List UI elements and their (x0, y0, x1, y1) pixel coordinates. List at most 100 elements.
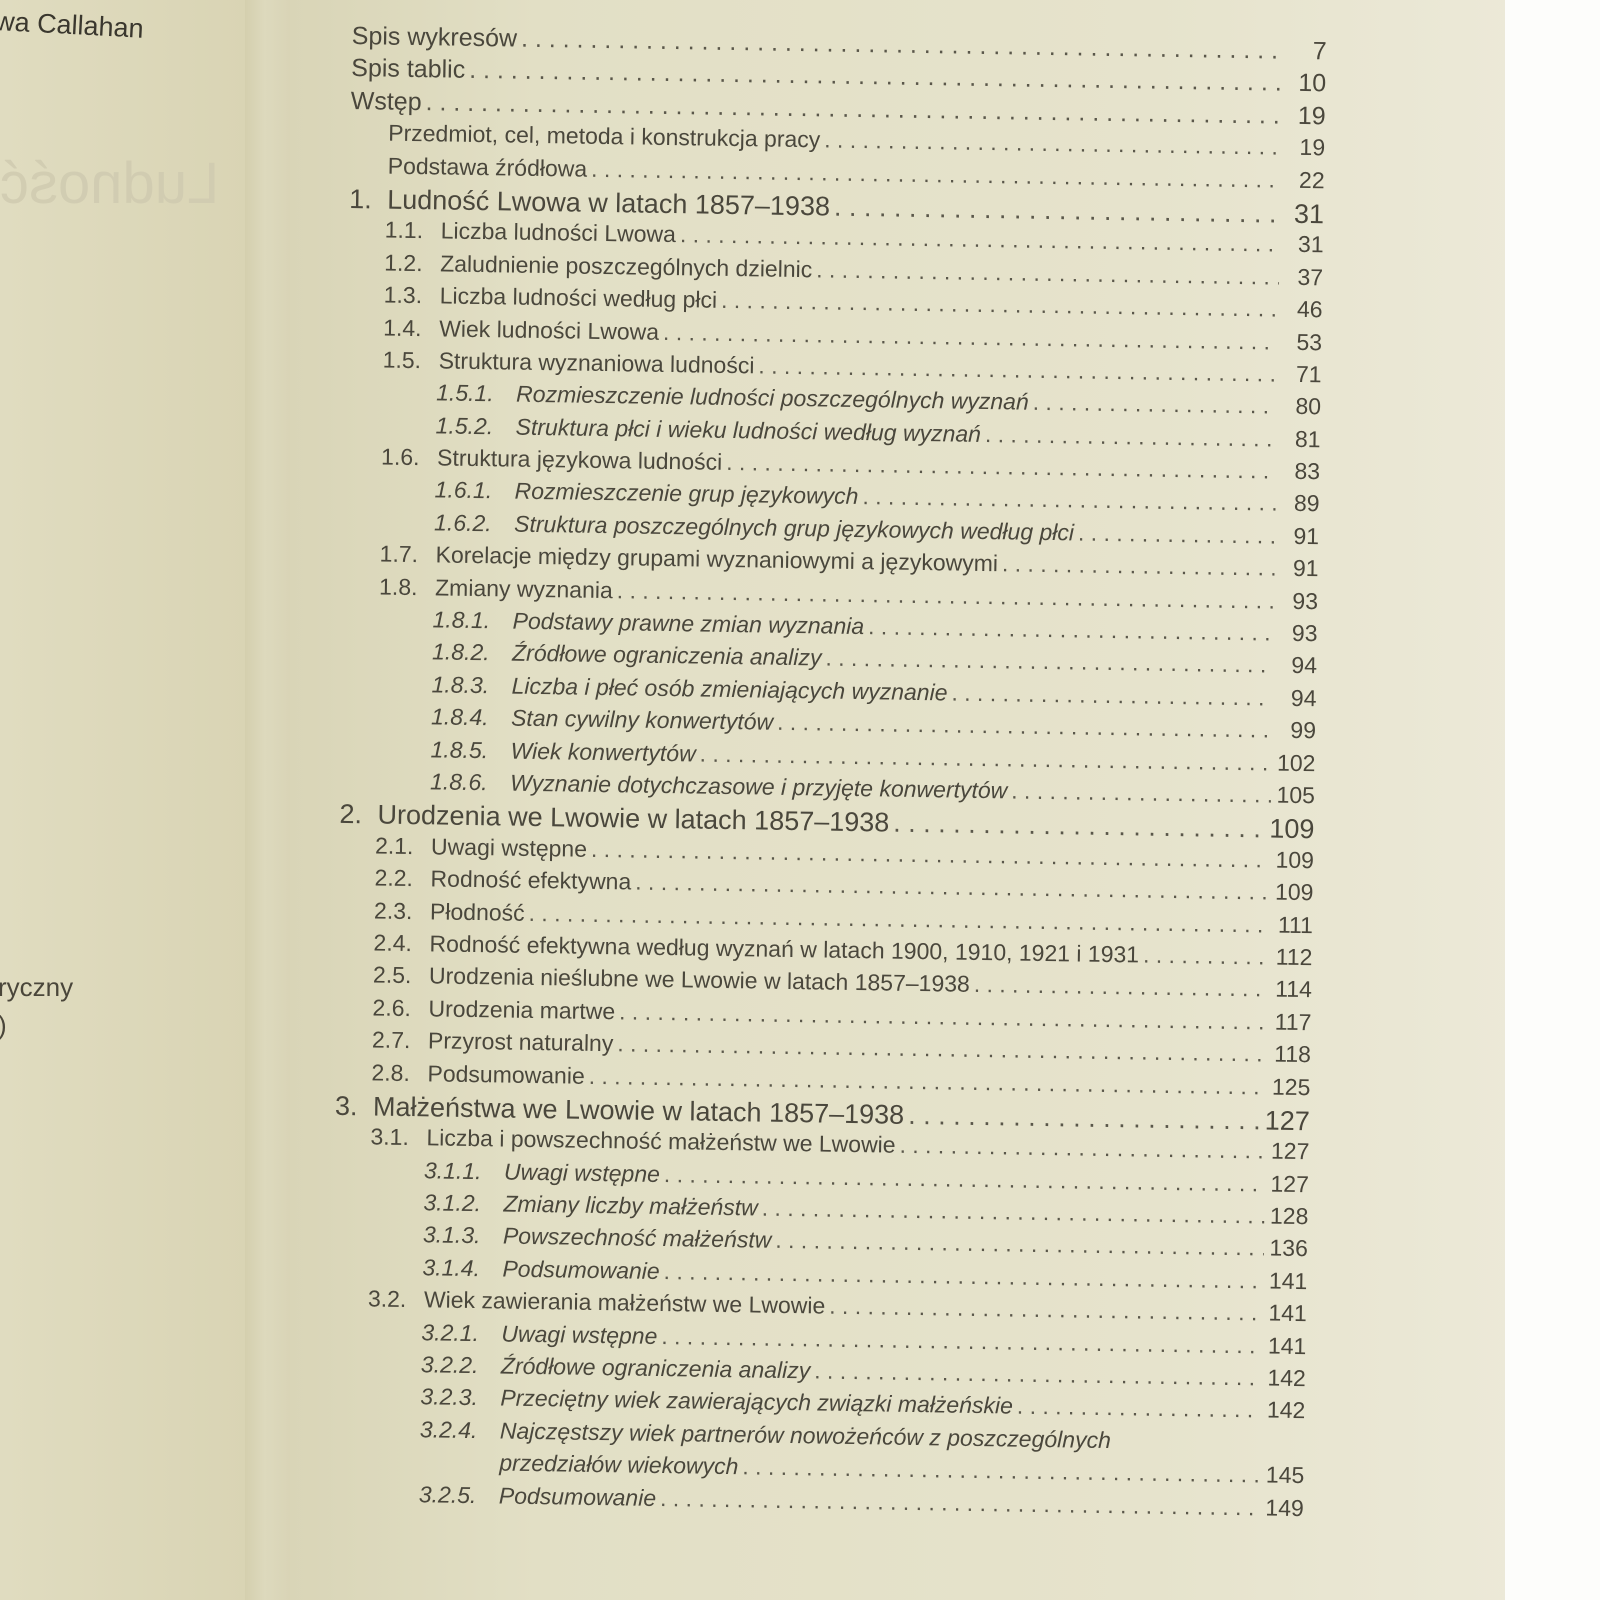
toc-entry-page: 112 (1275, 943, 1313, 971)
toc-entry-page: 19 (1297, 101, 1326, 131)
toc-entry-title: Uwagi wstępne (503, 1158, 661, 1187)
toc-entry-title: Podstawa źródłowa (387, 152, 588, 182)
toc-entry-number: 2.2. (374, 864, 414, 892)
toc-entry-title: Podsumowanie (498, 1482, 657, 1511)
toc-entry-page: 145 (1265, 1461, 1305, 1489)
toc-entry-number: 1.8.2. (431, 638, 490, 666)
toc-entry-page: 128 (1269, 1202, 1309, 1230)
book-gutter (245, 0, 295, 1600)
toc-entry-title: Spis tablic (351, 54, 466, 85)
toc-entry-title: Źródłowe ograniczenia analizy (511, 640, 822, 671)
toc-entry-number: 1.8.4. (430, 703, 489, 731)
toc-entry-number: 1.2. (384, 249, 423, 276)
toc-entry-page: 141 (1268, 1299, 1308, 1327)
toc-entry-page: 91 (1293, 522, 1320, 550)
toc-entry-title: Płodność (429, 897, 525, 926)
toc-entry-page: 71 (1295, 360, 1322, 388)
toc-entry-number: 3.2.5. (418, 1480, 477, 1508)
toc-entry-title: Podsumowanie (502, 1255, 660, 1284)
toc-entry-page: 99 (1290, 717, 1317, 744)
dot-leader (899, 1132, 1265, 1165)
dot-leader (974, 971, 1269, 1003)
toc-entry-number: 1.6. (380, 443, 420, 471)
toc-entry-title: Wiek konwertytów (510, 737, 696, 767)
toc-entry-title: Rodność efektywna (430, 865, 632, 895)
dot-leader (1078, 519, 1275, 549)
toc-entry-title: Przyrost naturalny (427, 1027, 614, 1057)
toc-entry-page: 102 (1276, 749, 1316, 776)
toc-entry-page: 22 (1298, 166, 1325, 193)
toc-entry-number: 3.2.4. (419, 1416, 478, 1443)
dot-leader (862, 484, 1276, 517)
toc-entry-page (1265, 1450, 1305, 1451)
toc-entry-page: 37 (1297, 263, 1324, 291)
dot-leader (951, 679, 1272, 711)
left-page-fragment: ) (0, 1010, 7, 1041)
toc-entry-number: 2. (339, 799, 363, 830)
toc-entry-number: 3.1.3. (422, 1221, 481, 1249)
toc-entry-page: 83 (1294, 457, 1321, 485)
dot-leader (814, 1357, 1262, 1391)
left-page: wa Callahan Ludność ryczny ) (0, 0, 250, 1600)
toc-entry-number: 2.1. (374, 832, 414, 859)
toc-entry-number: 1.8. (378, 573, 418, 600)
toc-entry-number: 3.2.3. (420, 1383, 479, 1411)
toc-entry-page: 31 (1293, 198, 1325, 230)
toc-entry-number: 3.1.1. (423, 1156, 482, 1184)
toc-entry-title: Spis wykresów (351, 22, 518, 53)
toc-entry-number: 3.2.2. (420, 1351, 479, 1379)
toc-entry-page: 136 (1269, 1235, 1309, 1262)
toc-entry-page: 111 (1277, 911, 1314, 938)
toc-entry-title: Stan cywilny konwertytów (510, 704, 774, 735)
toc-entry-page: 93 (1292, 587, 1319, 614)
toc-entry-title: Uwagi wstępne (501, 1320, 658, 1349)
toc-entry-title: Liczba ludności Lwowa (440, 217, 677, 248)
toc-entry-page: 94 (1290, 684, 1317, 712)
toc-entry-page: 141 (1267, 1332, 1307, 1359)
toc-entry-title: Uwagi wstępne (430, 833, 588, 862)
dot-leader (908, 1100, 1261, 1137)
toc-entry-page: 127 (1270, 1170, 1310, 1197)
toc-entry-page: 10 (1298, 69, 1327, 98)
toc-entry-number: 1.5.2. (435, 412, 494, 439)
toc-entry-title: Struktura wyznaniowa ludności (438, 347, 755, 379)
toc-entry-number: 3. (334, 1090, 358, 1122)
dot-leader (1143, 941, 1269, 970)
toc-entry-page: 141 (1268, 1267, 1308, 1295)
dot-leader (1033, 389, 1278, 420)
toc-entry-title: Zmiany wyznania (434, 574, 614, 603)
author-name: wa Callahan (0, 6, 145, 44)
toc-entry-title: Ludność Lwowa w latach 1857–1938 (386, 184, 831, 222)
dot-leader (829, 1293, 1263, 1327)
toc-entry-number: 1.1. (384, 216, 424, 244)
toc-entry-page: 142 (1267, 1364, 1307, 1392)
toc-entry-number: 3.2. (367, 1285, 407, 1313)
toc-entry-number: 1. (348, 183, 372, 215)
toc-entry-title: Urodzenia martwe (428, 995, 616, 1024)
toc-entry-title: Źródłowe ograniczenia analizy (500, 1352, 811, 1384)
toc-entry-number: 1.3. (383, 281, 423, 309)
background (1505, 0, 1600, 1600)
dot-leader (834, 192, 1281, 230)
toc-entry-number (419, 1469, 499, 1470)
toc-entry-page: 89 (1293, 490, 1320, 517)
dot-leader (868, 613, 1274, 646)
toc-entry-title: Liczba i płeć osób zmieniających wyznani… (511, 672, 948, 706)
toc-entry-title: Struktura językowa ludności (436, 444, 723, 475)
dot-leader (825, 645, 1273, 679)
dot-leader (985, 421, 1277, 453)
toc-entry-page: 109 (1274, 878, 1314, 906)
toc-entry-number: 1.8.5. (430, 735, 489, 763)
left-page-fragment: ryczny (0, 972, 74, 1002)
toc-entry-page: 149 (1265, 1494, 1304, 1521)
toc-entry-title: Liczba ludności według płci (439, 282, 718, 313)
toc-entry-page: 53 (1296, 328, 1323, 355)
toc-entry-title: Wiek ludności Lwowa (439, 314, 660, 345)
toc-entry-page: 109 (1275, 846, 1315, 873)
bleed-through-text: Ludność (0, 151, 220, 216)
toc-entry-title: Wiek zawierania małżeństw we Lwowie (423, 1286, 826, 1319)
toc-entry-number: 2.8. (371, 1058, 411, 1086)
toc-entry-number: 2.6. (372, 994, 412, 1021)
toc-entry-number: 1.5.1. (435, 379, 494, 407)
toc-entry-page: 91 (1292, 555, 1319, 582)
